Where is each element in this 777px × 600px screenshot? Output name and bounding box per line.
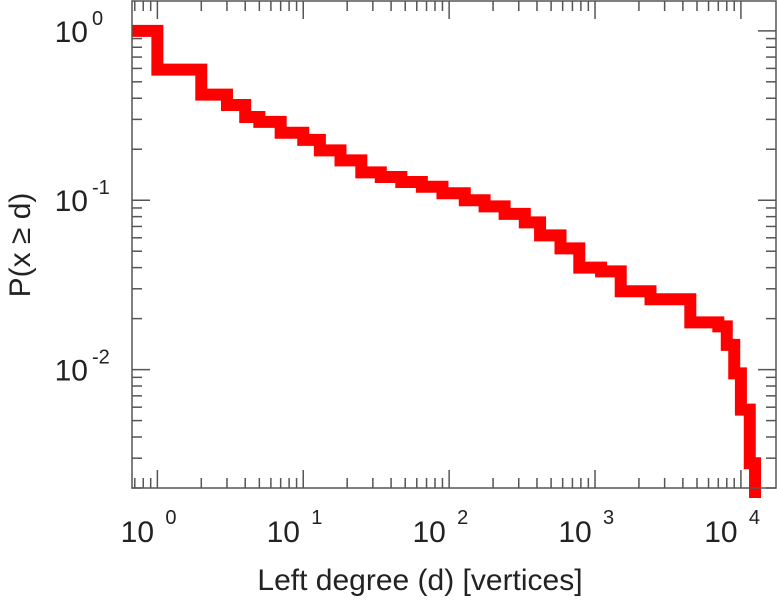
- plot-frame: [131, 0, 777, 489]
- x-tick-exponent: 1: [311, 507, 322, 529]
- series-line-ccdf: [132, 24, 762, 498]
- x-axis-label: Left degree (d) [vertices]: [257, 564, 582, 597]
- x-tick-exponent: 4: [749, 507, 760, 529]
- y-axis-label: P(x ≥ d): [4, 193, 37, 298]
- x-tick-label: 10: [412, 516, 445, 549]
- x-tick-labels: 10 0 10 1 10 2 10 3 10 4: [121, 507, 760, 549]
- y-tick-exponent: -2: [92, 347, 110, 369]
- x-tick-label: 10: [267, 516, 300, 549]
- x-tick-label: 10: [704, 516, 737, 549]
- x-tick-label: 10: [121, 516, 154, 549]
- y-tick-exponent: 0: [92, 8, 103, 30]
- y-tick-label: 10: [55, 355, 88, 388]
- axis-ticks: [132, 1, 776, 489]
- y-tick-label: 10: [55, 16, 88, 49]
- y-tick-exponent: -1: [92, 177, 110, 199]
- x-tick-label: 10: [558, 516, 591, 549]
- x-tick-exponent: 2: [457, 507, 468, 529]
- x-tick-exponent: 0: [165, 507, 176, 529]
- y-tick-label: 10: [55, 185, 88, 218]
- x-tick-exponent: 3: [603, 507, 614, 529]
